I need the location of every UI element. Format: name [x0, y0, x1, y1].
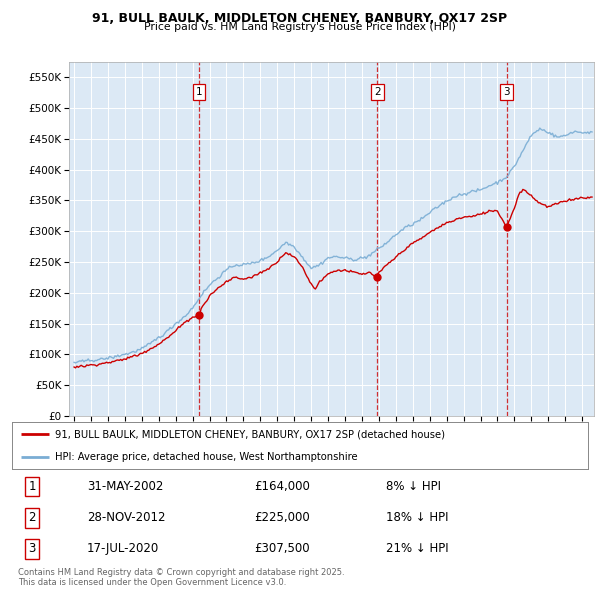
Text: 3: 3: [28, 542, 36, 555]
Text: £164,000: £164,000: [254, 480, 310, 493]
Text: £225,000: £225,000: [254, 511, 310, 525]
Text: £307,500: £307,500: [254, 542, 310, 555]
Text: 91, BULL BAULK, MIDDLETON CHENEY, BANBURY, OX17 2SP: 91, BULL BAULK, MIDDLETON CHENEY, BANBUR…: [92, 12, 508, 25]
Text: 3: 3: [503, 87, 510, 97]
Text: 1: 1: [28, 480, 36, 493]
Text: 17-JUL-2020: 17-JUL-2020: [87, 542, 159, 555]
Text: Contains HM Land Registry data © Crown copyright and database right 2025.
This d: Contains HM Land Registry data © Crown c…: [18, 568, 344, 587]
Text: HPI: Average price, detached house, West Northamptonshire: HPI: Average price, detached house, West…: [55, 452, 358, 462]
Text: 8% ↓ HPI: 8% ↓ HPI: [386, 480, 442, 493]
Text: 31-MAY-2002: 31-MAY-2002: [87, 480, 163, 493]
Text: 18% ↓ HPI: 18% ↓ HPI: [386, 511, 449, 525]
Text: 2: 2: [28, 511, 36, 525]
Text: 2: 2: [374, 87, 381, 97]
Text: 91, BULL BAULK, MIDDLETON CHENEY, BANBURY, OX17 2SP (detached house): 91, BULL BAULK, MIDDLETON CHENEY, BANBUR…: [55, 429, 445, 439]
Text: 1: 1: [196, 87, 202, 97]
Text: 28-NOV-2012: 28-NOV-2012: [87, 511, 166, 525]
Text: 21% ↓ HPI: 21% ↓ HPI: [386, 542, 449, 555]
Text: Price paid vs. HM Land Registry's House Price Index (HPI): Price paid vs. HM Land Registry's House …: [144, 22, 456, 32]
